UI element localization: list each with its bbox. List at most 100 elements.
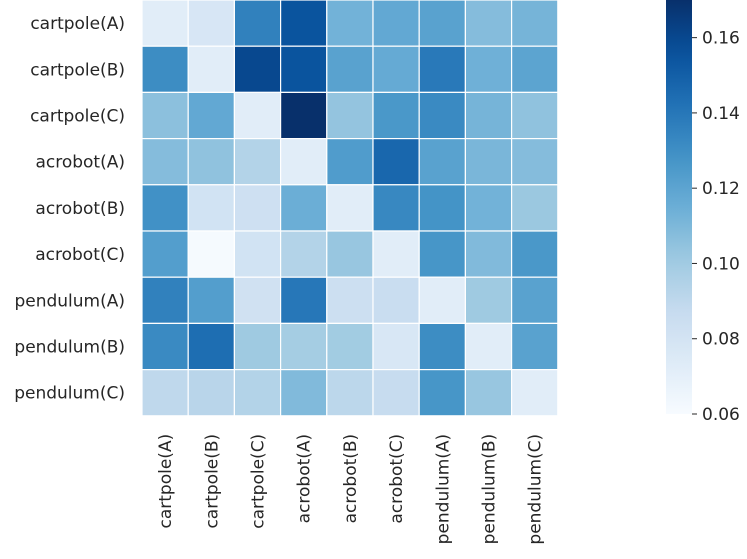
heatmap-cell-2-0	[141, 91, 189, 140]
heatmap-cell-2-4	[326, 91, 374, 140]
heatmap-cell-2-2	[233, 91, 282, 140]
row-label: cartpole(C)	[30, 107, 125, 127]
heatmap-cell-6-1	[187, 276, 235, 325]
heatmap-cell-0-5	[372, 0, 420, 47]
heatmap-cell-3-1	[187, 138, 235, 186]
row-label: acrobot(A)	[35, 153, 125, 173]
heatmap-cells	[141, 0, 559, 417]
heatmap-cell-8-4	[326, 369, 374, 417]
row-label: pendulum(B)	[14, 338, 125, 358]
heatmap-cell-4-6	[418, 184, 467, 232]
row-label: pendulum(C)	[14, 384, 125, 404]
column-label: pendulum(A)	[433, 434, 453, 545]
heatmap-cell-5-1	[187, 230, 235, 278]
column-label: acrobot(B)	[341, 434, 361, 524]
heatmap-cell-5-5	[372, 230, 420, 278]
heatmap-cell-5-8	[511, 230, 559, 278]
heatmap-cell-1-0	[141, 45, 189, 94]
heatmap-cell-2-8	[511, 91, 559, 140]
column-label: cartpole(C)	[249, 434, 269, 529]
heatmap-cell-0-4	[326, 0, 374, 47]
heatmap-cell-5-2	[233, 230, 282, 278]
heatmap-cell-2-5	[372, 91, 420, 140]
heatmap-cell-7-4	[326, 322, 374, 371]
column-labels: cartpole(A) cartpole(B) cartpole(C) acrobot…	[156, 434, 546, 545]
heatmap-cell-4-3	[280, 184, 328, 232]
heatmap-cell-8-5	[372, 369, 420, 417]
heatmap-cell-4-1	[187, 184, 235, 232]
row-labels: cartpole(A) cartpole(B) cartpole(C) acrobot…	[14, 14, 125, 404]
heatmap-cell-7-8	[511, 322, 559, 371]
heatmap-cell-1-3	[280, 45, 328, 94]
column-label: cartpole(A)	[156, 434, 176, 529]
row-label: acrobot(C)	[35, 245, 125, 265]
heatmap-cell-4-5	[372, 184, 420, 232]
heatmap-cell-5-6	[418, 230, 467, 278]
row-label: acrobot(B)	[35, 199, 125, 219]
column-label: pendulum(C)	[526, 434, 546, 545]
heatmap-cell-6-0	[141, 276, 189, 325]
heatmap-cell-4-4	[326, 184, 374, 232]
heatmap-cell-2-3	[280, 91, 328, 140]
heatmap-cell-8-1	[187, 369, 235, 417]
colorbar-tick-label: 0.14	[702, 104, 740, 124]
heatmap-cell-3-7	[464, 138, 513, 186]
heatmap-cell-7-0	[141, 322, 189, 371]
heatmap-cell-0-7	[464, 0, 513, 47]
colorbar-tick-label: 0.06	[702, 405, 740, 425]
heatmap-cell-6-2	[233, 276, 282, 325]
heatmap-cell-8-3	[280, 369, 328, 417]
heatmap-cell-0-6	[418, 0, 467, 47]
heatmap-cell-8-7	[464, 369, 513, 417]
heatmap-cell-1-2	[233, 45, 282, 94]
heatmap-cell-4-8	[511, 184, 559, 232]
row-label: pendulum(A)	[14, 291, 125, 311]
column-label: cartpole(B)	[202, 434, 222, 529]
heatmap-cell-3-4	[326, 138, 374, 186]
heatmap-cell-0-8	[511, 0, 559, 47]
heatmap-cell-3-8	[511, 138, 559, 186]
heatmap-cell-4-7	[464, 184, 513, 232]
row-label: cartpole(B)	[30, 60, 125, 80]
heatmap-cell-5-4	[326, 230, 374, 278]
heatmap-cell-7-5	[372, 322, 420, 371]
heatmap-cell-6-3	[280, 276, 328, 325]
column-label: pendulum(B)	[480, 434, 500, 545]
heatmap-cell-8-2	[233, 369, 282, 417]
heatmap-cell-1-6	[418, 45, 467, 94]
heatmap-cell-2-1	[187, 91, 235, 140]
heatmap-cell-1-4	[326, 45, 374, 94]
heatmap-cell-7-3	[280, 322, 328, 371]
heatmap-cell-3-3	[280, 138, 328, 186]
heatmap-cell-6-7	[464, 276, 513, 325]
heatmap-cell-0-0	[141, 0, 189, 47]
heatmap-cell-5-3	[280, 230, 328, 278]
colorbar-tick-label: 0.12	[702, 179, 740, 199]
heatmap-cell-7-1	[187, 322, 235, 371]
heatmap-cell-1-1	[187, 45, 235, 94]
heatmap-cell-6-4	[326, 276, 374, 325]
heatmap-cell-4-0	[141, 184, 189, 232]
heatmap-cell-3-6	[418, 138, 467, 186]
heatmap-cell-2-6	[418, 91, 467, 140]
heatmap-cell-8-8	[511, 369, 559, 417]
colorbar-tick-label: 0.08	[702, 330, 740, 350]
heatmap-cell-4-2	[233, 184, 282, 232]
colorbar-tick-label: 0.16	[702, 29, 740, 49]
heatmap-cell-0-2	[233, 0, 282, 47]
heatmap-cell-6-5	[372, 276, 420, 325]
heatmap-cell-5-7	[464, 230, 513, 278]
heatmap-cell-6-8	[511, 276, 559, 325]
heatmap-cell-8-6	[418, 369, 467, 417]
heatmap-cell-6-6	[418, 276, 467, 325]
row-label: cartpole(A)	[30, 14, 125, 34]
column-label: acrobot(A)	[295, 434, 315, 524]
heatmap-cell-3-5	[372, 138, 420, 186]
colorbar-tick-label: 0.10	[702, 254, 740, 274]
heatmap-cell-5-0	[141, 230, 189, 278]
colorbar-gradient	[666, 0, 692, 414]
heatmap-cell-7-6	[418, 322, 467, 371]
heatmap-cell-3-0	[141, 138, 189, 186]
heatmap-cell-0-1	[187, 0, 235, 47]
